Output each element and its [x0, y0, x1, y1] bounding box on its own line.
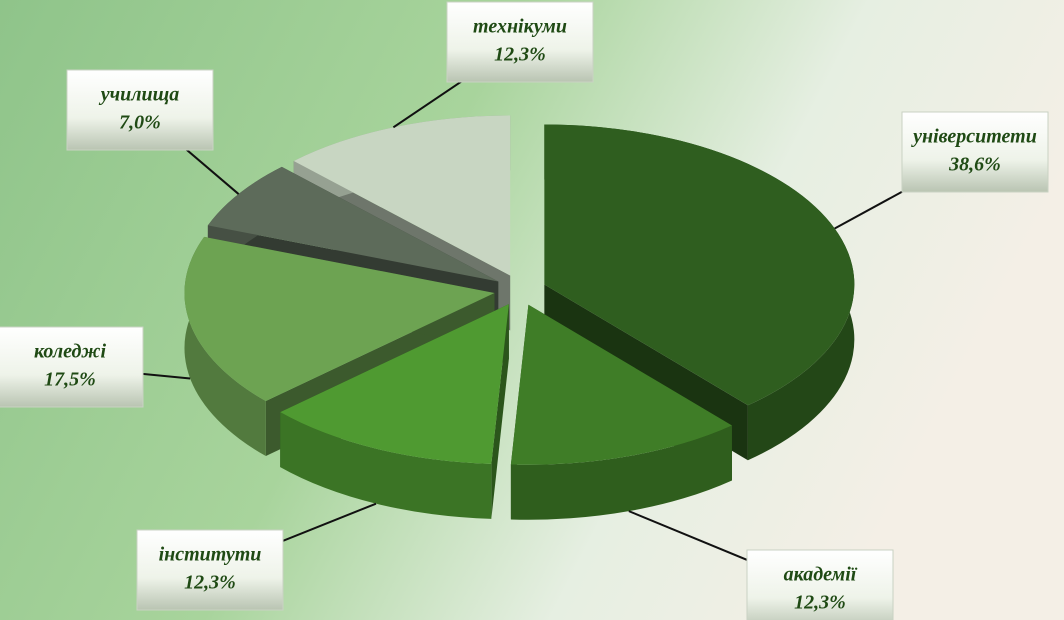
value-label: 38,6%: [948, 154, 1001, 176]
label-box: [137, 530, 283, 610]
category-label: академії: [784, 564, 858, 586]
value-label: 17,5%: [44, 369, 96, 391]
chart: університети 38,6% академії 12,3% інститути 1…: [0, 0, 1064, 620]
value-label: 12,3%: [184, 572, 236, 594]
label-box: [0, 327, 143, 407]
category-label: інститути: [159, 544, 262, 566]
category-label: технікуми: [473, 16, 567, 38]
label-box: [902, 112, 1048, 192]
category-label: коледжі: [34, 341, 106, 363]
category-label: училища: [99, 84, 180, 106]
value-label: 12,3%: [794, 592, 846, 614]
value-label: 12,3%: [494, 44, 546, 66]
category-label: університети: [911, 126, 1037, 148]
label-box: [447, 2, 593, 82]
label-box: [67, 70, 213, 150]
value-label: 7,0%: [119, 112, 161, 134]
